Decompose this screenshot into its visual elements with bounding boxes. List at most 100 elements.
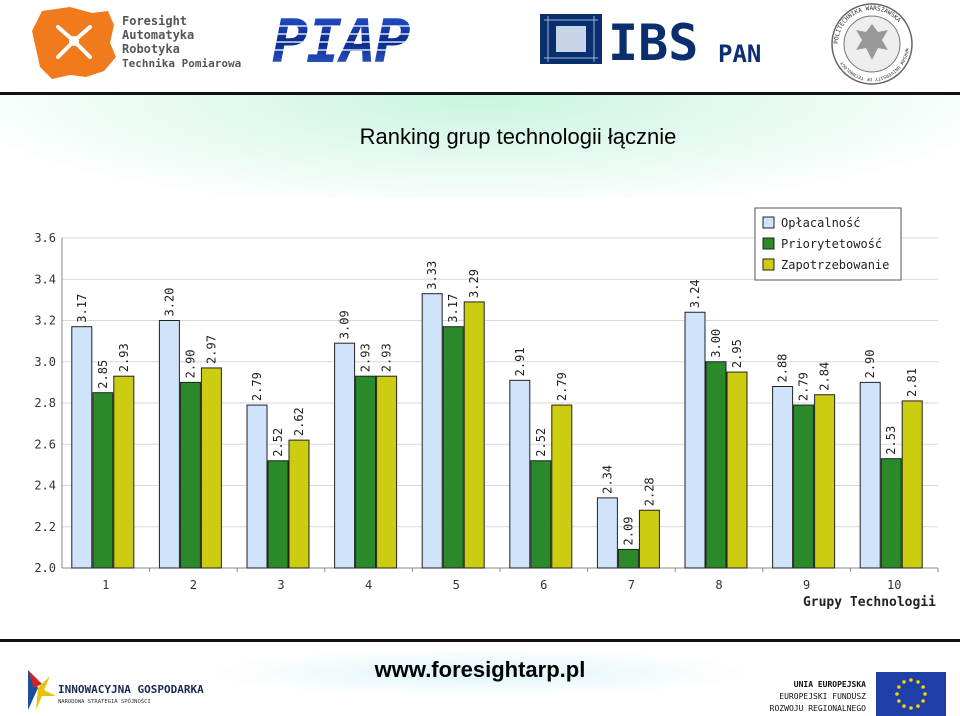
bar-1 xyxy=(334,342,356,569)
eu-star-icon xyxy=(921,699,925,703)
bar-3 xyxy=(726,371,748,569)
pan-logo-text: PAN xyxy=(718,40,761,68)
x-tick-label: 8 xyxy=(715,578,722,592)
bar-value-label: 3.24 xyxy=(688,279,702,308)
x-axis-title: Grupy Technologii xyxy=(803,595,936,610)
foresight-logo: Foresight Automatyka Robotyka Technika P… xyxy=(32,7,241,79)
eu-star-icon xyxy=(909,678,913,682)
bar-value-label: 2.09 xyxy=(621,517,635,546)
bar-2 xyxy=(442,326,464,569)
footer-divider xyxy=(0,639,960,642)
footer-glow xyxy=(220,650,740,696)
bar-value-label: 2.93 xyxy=(117,343,131,372)
bar-2 xyxy=(617,548,639,569)
legend-swatch xyxy=(762,216,775,229)
bar-value-label: 3.09 xyxy=(338,310,352,339)
bar-1 xyxy=(772,386,794,569)
piap-logo-text: PIAP xyxy=(272,10,410,70)
bar-value-label: 2.79 xyxy=(797,372,811,401)
bar-value-label: 2.88 xyxy=(776,354,790,383)
x-tick-label: 9 xyxy=(803,578,810,592)
innowacyjna-gospodarka-logo: INNOWACYJNA GOSPODARKA NARODOWA STRATEGI… xyxy=(28,670,204,710)
eu-star-icon xyxy=(902,680,906,684)
bar-3 xyxy=(376,375,398,569)
bar-value-label: 2.79 xyxy=(250,372,264,401)
bar-value-label: 2.93 xyxy=(359,343,373,372)
eu-star-icon xyxy=(902,704,906,708)
legend-box xyxy=(754,207,902,281)
bar-value-label: 2.90 xyxy=(863,349,877,378)
bar-value-label: 2.79 xyxy=(555,372,569,401)
eu-star-icon xyxy=(897,699,901,703)
legend-swatch xyxy=(762,258,775,271)
x-tick-label: 7 xyxy=(628,578,635,592)
x-tick-label: 1 xyxy=(102,578,109,592)
ibs-pan-logo: IBS PAN xyxy=(540,14,761,70)
ig-logo-line-2: NARODOWA STRATEGIA SPÓJNOŚCI xyxy=(58,698,151,705)
eu-star-icon xyxy=(916,704,920,708)
bar-3 xyxy=(113,375,135,569)
bar-value-label: 2.52 xyxy=(271,428,285,457)
y-tick-label: 3.6 xyxy=(34,231,56,245)
eu-logo-line-3: ROZWOJU REGIONALNEGO xyxy=(770,704,867,713)
bar-2 xyxy=(267,460,289,569)
bar-3 xyxy=(200,367,222,569)
chart-container: 2.0 2.2 2.4 2.6 2.8 3.0 3.2 3.4 3.6 1 3.17 2.85 2.93… xyxy=(0,198,960,630)
bar-2 xyxy=(355,375,377,569)
eagle-icon xyxy=(856,24,888,60)
bar-3 xyxy=(551,404,573,569)
legend-label: Zapotrzebowanie xyxy=(781,258,889,272)
y-tick-label: 3.4 xyxy=(34,272,56,286)
header-divider xyxy=(0,92,960,95)
x-tick-label: 2 xyxy=(190,578,197,592)
bar-value-label: 3.17 xyxy=(75,294,89,323)
foresight-logo-line-4: Technika Pomiarowa xyxy=(122,57,241,70)
bar-3 xyxy=(288,439,310,569)
eu-star-icon xyxy=(923,692,927,696)
bar-value-label: 2.90 xyxy=(183,349,197,378)
eu-star-icon xyxy=(897,685,901,689)
bar-value-label: 2.85 xyxy=(96,360,110,389)
x-tick-label: 5 xyxy=(453,578,460,592)
x-tick-label: 3 xyxy=(277,578,284,592)
bar-value-label: 3.29 xyxy=(467,269,481,298)
bar-value-label: 2.34 xyxy=(600,465,614,494)
bar-1 xyxy=(71,326,93,569)
footer-url[interactable]: www.foresightarp.pl xyxy=(374,657,586,682)
bar-value-label: 2.53 xyxy=(884,426,898,455)
slide-title: Ranking grup technologii łącznie xyxy=(359,124,677,149)
piap-logo: PIAP xyxy=(270,10,450,70)
bar-1 xyxy=(246,404,268,569)
y-tick-label: 2.8 xyxy=(34,396,56,410)
eu-star-icon xyxy=(916,680,920,684)
y-tick-label: 3.0 xyxy=(34,355,56,369)
x-tick-label: 6 xyxy=(540,578,547,592)
eu-logo-line-1: UNIA EUROPEJSKA xyxy=(794,680,866,689)
title-band xyxy=(0,95,960,200)
ig-logo-line-1: INNOWACYJNA GOSPODARKA xyxy=(58,683,204,696)
x-tick-label: 4 xyxy=(365,578,372,592)
y-tick-label: 2.4 xyxy=(34,479,56,493)
legend-swatch xyxy=(762,237,775,250)
bar-2 xyxy=(530,460,552,569)
foresight-logo-line-2: Automatyka xyxy=(122,28,194,42)
bar-3 xyxy=(638,509,660,569)
eu-star-icon xyxy=(921,685,925,689)
foresight-logo-line-1: Foresight xyxy=(122,14,187,28)
eu-logo-line-2: EUROPEJSKI FUNDUSZ xyxy=(779,692,866,701)
bar-2 xyxy=(880,458,902,569)
bar-chart: 2.0 2.2 2.4 2.6 2.8 3.0 3.2 3.4 3.6 1 3.17 2.85 2.93… xyxy=(34,207,939,610)
bar-1 xyxy=(596,497,618,569)
ibs-logo-text: IBS xyxy=(608,14,698,70)
bar-1 xyxy=(421,293,443,569)
header: Foresight Automatyka Robotyka Technika P… xyxy=(0,0,960,92)
bar-value-label: 2.95 xyxy=(730,339,744,368)
bar-value-label: 2.52 xyxy=(534,428,548,457)
bar-value-label: 3.20 xyxy=(162,288,176,317)
bar-1 xyxy=(859,381,881,569)
bar-3 xyxy=(901,400,923,569)
eu-star-icon xyxy=(895,692,899,696)
bar-3 xyxy=(814,394,836,569)
eu-fund-logo: UNIA EUROPEJSKA EUROPEJSKI FUNDUSZ ROZWO… xyxy=(770,672,946,716)
bar-2 xyxy=(705,361,727,569)
